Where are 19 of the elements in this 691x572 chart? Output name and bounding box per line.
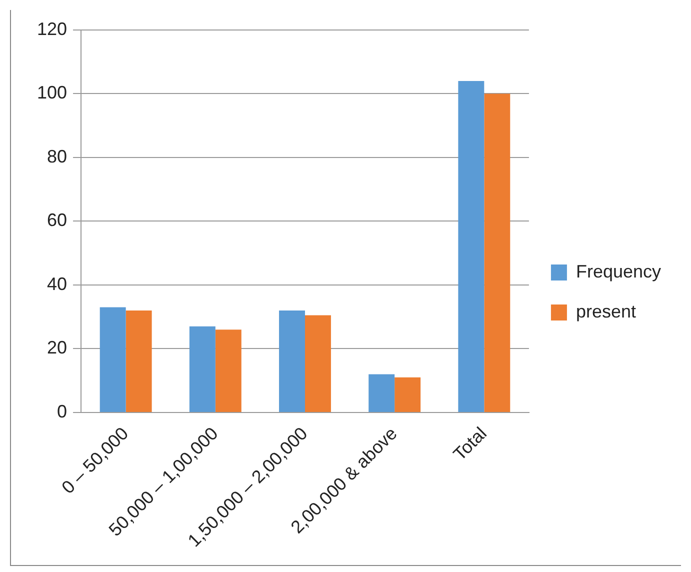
y-tick-label: 120 xyxy=(36,18,68,39)
legend-label: present xyxy=(576,301,636,322)
y-tick-label: 80 xyxy=(47,146,68,166)
y-tick-label: 40 xyxy=(47,274,68,294)
bar xyxy=(189,326,216,412)
y-tick-label: 100 xyxy=(36,82,68,103)
y-tick-label: 20 xyxy=(47,338,68,358)
bar xyxy=(484,94,510,412)
legend-label: Frequency xyxy=(576,261,662,282)
bar xyxy=(215,330,242,412)
bar xyxy=(126,310,152,412)
y-tick-label: 60 xyxy=(47,210,68,230)
y-tick-label: 0 xyxy=(57,401,68,422)
bar xyxy=(458,81,484,412)
bar xyxy=(304,315,331,412)
bar xyxy=(368,374,395,412)
bar xyxy=(394,377,421,412)
bar xyxy=(100,307,126,412)
bar xyxy=(279,310,305,412)
